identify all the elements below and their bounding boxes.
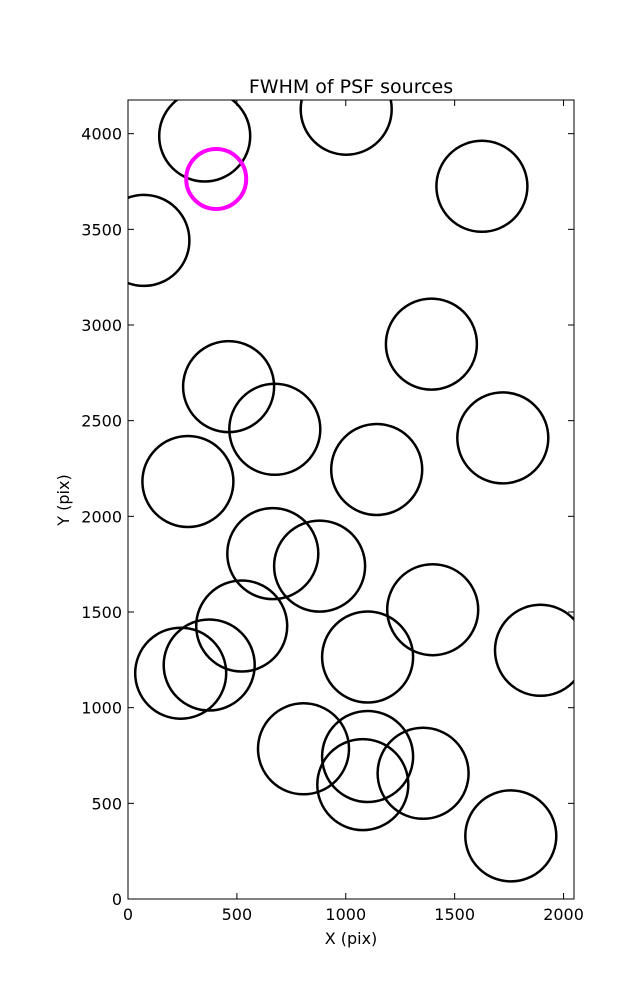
x-tick-label: 500 bbox=[222, 905, 253, 924]
x-tick-label: 2000 bbox=[543, 905, 584, 924]
source-marker bbox=[320, 610, 415, 704]
x-axis-label: X (pix) bbox=[325, 929, 378, 948]
source-marker bbox=[316, 737, 410, 832]
plot-frame bbox=[127, 99, 575, 900]
source-marker bbox=[228, 382, 322, 477]
source-marker bbox=[456, 391, 550, 485]
y-tick-label: 3500 bbox=[81, 220, 122, 239]
x-tick-label: 1500 bbox=[434, 905, 475, 924]
x-tick-label: 0 bbox=[123, 905, 133, 924]
source-marker bbox=[384, 297, 479, 391]
source-marker bbox=[376, 726, 470, 821]
y-axis-label: Y (pix) bbox=[54, 474, 73, 526]
y-tick-label: 1500 bbox=[81, 603, 122, 622]
source-marker bbox=[493, 603, 574, 698]
source-marker bbox=[329, 422, 424, 517]
source-marker bbox=[141, 434, 235, 529]
source-marker bbox=[435, 139, 529, 234]
source-circles bbox=[128, 100, 574, 883]
source-marker bbox=[162, 618, 256, 712]
y-tick-label: 2000 bbox=[81, 507, 122, 526]
axis-ticks: 0 500 1000 1500 2000 0 500 1000 1500 2000 2500 3000… bbox=[81, 100, 584, 924]
y-tick-label: 4000 bbox=[81, 125, 122, 144]
source-marker bbox=[226, 506, 320, 601]
source-marker bbox=[320, 709, 415, 804]
y-tick-label: 2500 bbox=[81, 412, 122, 431]
source-marker bbox=[272, 519, 367, 613]
y-tick-label: 500 bbox=[91, 794, 122, 813]
source-marker bbox=[385, 562, 480, 657]
source-marker bbox=[128, 193, 191, 288]
highlighted-source-marker bbox=[184, 147, 249, 211]
source-marker bbox=[157, 100, 252, 183]
source-marker bbox=[299, 100, 393, 156]
x-tick-label: 1000 bbox=[325, 905, 366, 924]
source-marker bbox=[256, 702, 351, 796]
y-tick-label: 3000 bbox=[81, 316, 122, 335]
y-tick-label: 1000 bbox=[81, 699, 122, 718]
chart-title: FWHM of PSF sources bbox=[249, 76, 453, 98]
y-tick-label: 0 bbox=[112, 890, 122, 909]
source-marker bbox=[133, 626, 228, 720]
source-marker bbox=[464, 789, 558, 883]
source-marker bbox=[194, 579, 289, 673]
